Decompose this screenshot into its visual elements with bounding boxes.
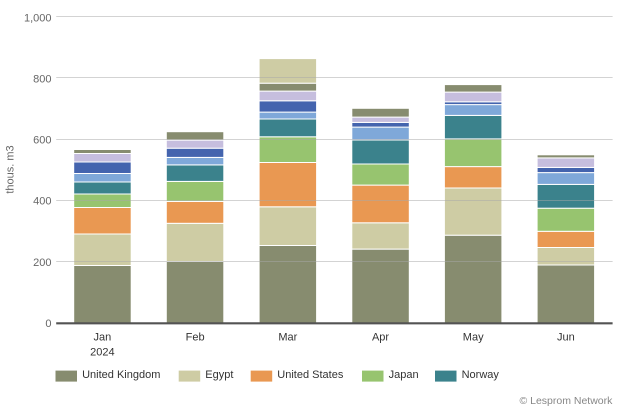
svg-text:800: 800 xyxy=(33,74,51,86)
svg-text:May: May xyxy=(463,332,484,344)
svg-text:Feb: Feb xyxy=(186,332,205,344)
svg-text:400: 400 xyxy=(33,196,51,208)
svg-text:Egypt: Egypt xyxy=(205,369,233,381)
svg-text:1,000: 1,000 xyxy=(24,12,52,24)
svg-text:2024: 2024 xyxy=(90,346,114,358)
svg-text:Norway: Norway xyxy=(462,369,500,381)
svg-text:Japan: Japan xyxy=(389,369,419,381)
svg-text:200: 200 xyxy=(33,257,51,269)
svg-text:Mar: Mar xyxy=(278,332,297,344)
svg-text:0: 0 xyxy=(45,318,51,330)
svg-text:thous. m3: thous. m3 xyxy=(5,145,17,193)
svg-text:600: 600 xyxy=(33,135,51,147)
svg-text:Jan: Jan xyxy=(94,332,112,344)
svg-text:United Kingdom: United Kingdom xyxy=(82,369,160,381)
svg-text:Apr: Apr xyxy=(372,332,389,344)
svg-text:© Lesprom Network: © Lesprom Network xyxy=(519,395,613,407)
svg-text:United States: United States xyxy=(277,369,344,381)
svg-text:Jun: Jun xyxy=(557,332,575,344)
